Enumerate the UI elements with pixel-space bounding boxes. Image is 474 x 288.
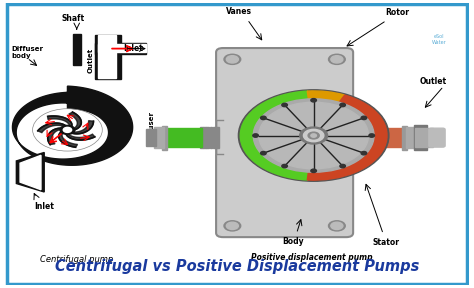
Circle shape (331, 56, 343, 63)
Text: Body: Body (282, 237, 303, 246)
Wedge shape (307, 95, 387, 180)
Bar (95, 35, 121, 79)
Bar (200, 127, 202, 148)
Circle shape (340, 103, 346, 107)
Text: Vanes: Vanes (226, 7, 252, 16)
Bar (216, 120, 228, 154)
Bar (364, 127, 366, 148)
Text: Diffuser: Diffuser (149, 111, 155, 143)
Polygon shape (38, 123, 66, 132)
Text: eSol
Water: eSol Water (432, 34, 447, 45)
Bar (206, 127, 209, 148)
Bar (413, 125, 428, 150)
Circle shape (331, 222, 343, 230)
Wedge shape (307, 91, 345, 136)
Bar (366, 127, 369, 148)
Polygon shape (66, 132, 95, 140)
Circle shape (340, 164, 346, 168)
Circle shape (63, 127, 72, 132)
Circle shape (259, 102, 368, 169)
Bar (98, 44, 146, 52)
Polygon shape (69, 112, 82, 130)
Bar (210, 127, 212, 148)
Circle shape (311, 98, 317, 102)
Circle shape (226, 222, 238, 230)
Bar (341, 120, 353, 154)
Text: Outlet: Outlet (88, 48, 93, 73)
Circle shape (311, 134, 317, 137)
Circle shape (300, 127, 328, 144)
Text: Rotor: Rotor (386, 8, 410, 17)
Polygon shape (48, 116, 72, 128)
Circle shape (224, 54, 241, 65)
Bar (358, 127, 361, 148)
Bar (355, 127, 358, 148)
Bar (95, 43, 146, 54)
Circle shape (261, 151, 266, 155)
Text: Shaft: Shaft (62, 14, 85, 23)
FancyBboxPatch shape (429, 128, 445, 147)
Bar (73, 34, 81, 65)
Bar (402, 126, 408, 150)
Bar (162, 126, 167, 150)
Bar (415, 128, 434, 147)
Bar (361, 127, 364, 148)
FancyBboxPatch shape (216, 48, 353, 237)
Circle shape (328, 221, 345, 231)
Circle shape (282, 164, 287, 168)
Bar (165, 128, 202, 147)
Bar (406, 127, 415, 148)
Text: Inlet: Inlet (34, 202, 54, 211)
Polygon shape (12, 86, 133, 165)
Polygon shape (59, 131, 78, 147)
Circle shape (311, 169, 317, 173)
Circle shape (253, 99, 374, 172)
Bar (203, 127, 206, 148)
Bar (352, 127, 355, 148)
Bar (146, 129, 155, 146)
Bar (213, 127, 216, 148)
Polygon shape (16, 152, 44, 192)
Circle shape (369, 134, 374, 137)
Circle shape (282, 103, 287, 107)
Text: Centrifugal pump: Centrifugal pump (40, 255, 113, 264)
Circle shape (224, 221, 241, 231)
Polygon shape (69, 121, 93, 134)
Polygon shape (20, 155, 41, 190)
Circle shape (226, 56, 238, 63)
Circle shape (253, 134, 258, 137)
Wedge shape (240, 91, 314, 180)
Text: Positive displacement pump: Positive displacement pump (251, 253, 372, 262)
Bar (155, 127, 164, 148)
Circle shape (261, 116, 266, 120)
Circle shape (60, 125, 75, 134)
Text: Diffuser
body: Diffuser body (11, 46, 43, 59)
Text: Outlet: Outlet (420, 77, 447, 86)
Circle shape (361, 151, 367, 155)
Circle shape (328, 54, 345, 65)
Bar (98, 35, 116, 78)
Text: Stator: Stator (372, 238, 399, 247)
Bar (366, 128, 403, 147)
Circle shape (308, 132, 319, 139)
Text: Inlet: Inlet (123, 43, 143, 52)
Circle shape (238, 90, 389, 181)
Bar (216, 127, 219, 148)
Circle shape (34, 109, 101, 150)
Circle shape (361, 116, 367, 120)
Circle shape (303, 129, 324, 142)
Text: Centrifugal vs Positive Displacement Pumps: Centrifugal vs Positive Displacement Pum… (55, 259, 419, 274)
Polygon shape (48, 128, 65, 145)
